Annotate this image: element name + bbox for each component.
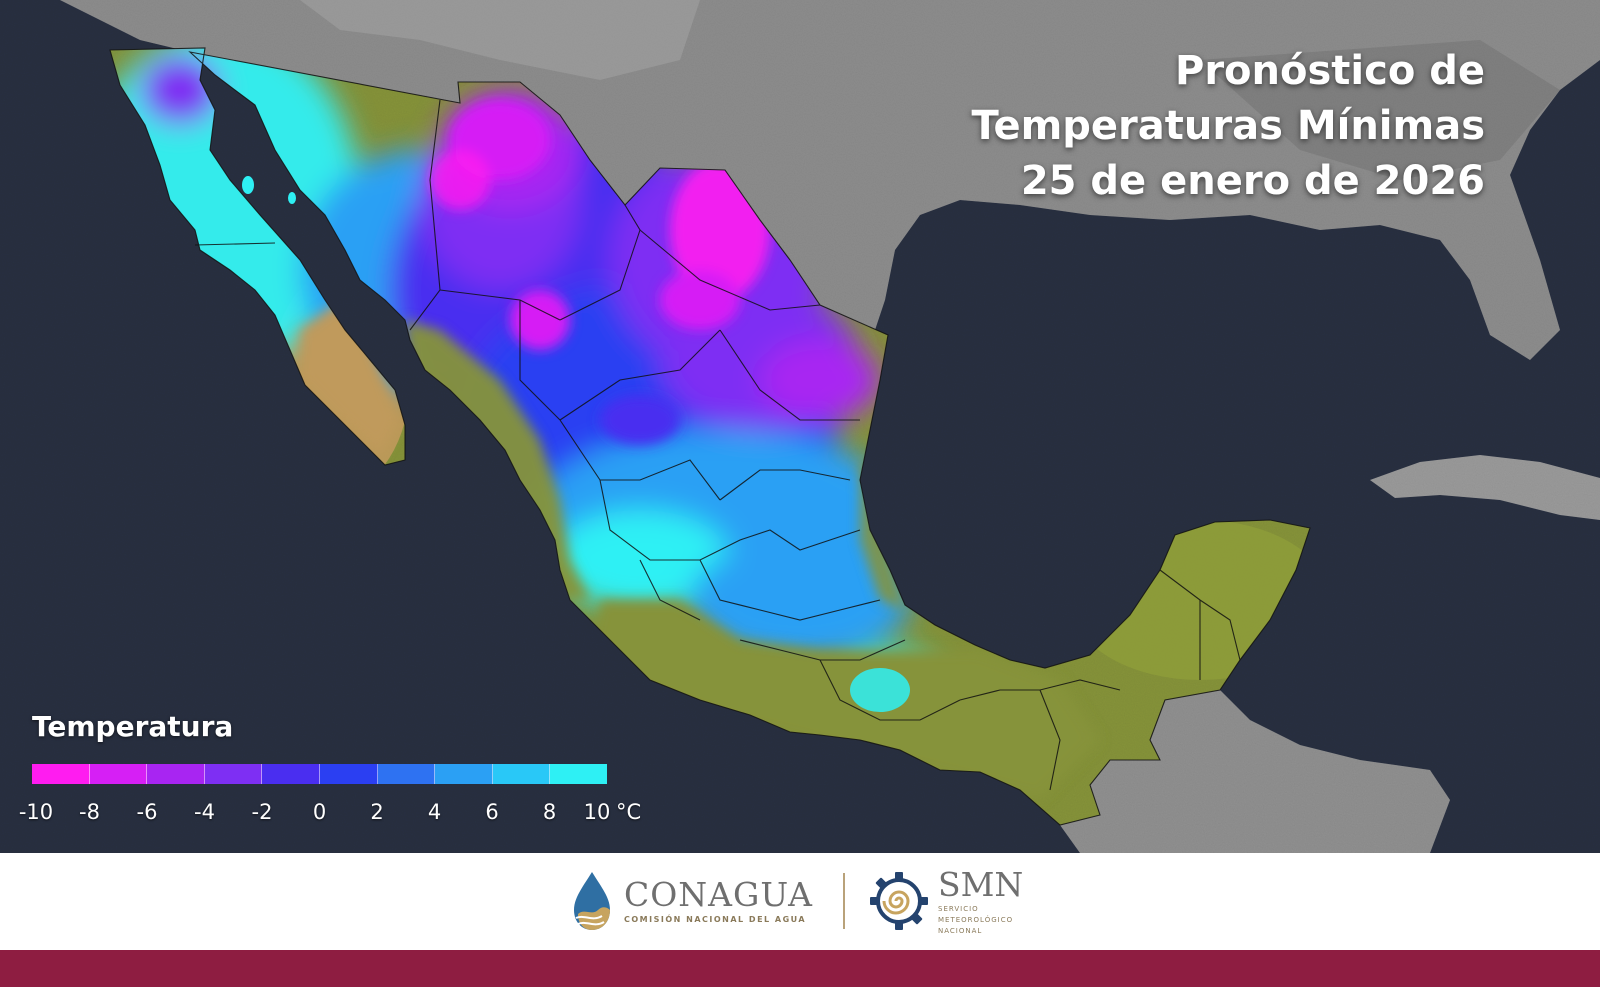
spiral-gear-icon [870, 872, 928, 930]
title-line-2: Temperaturas Mínimas [971, 103, 1486, 149]
legend-swatch [204, 764, 263, 784]
legend-tick-label: -2 [251, 800, 273, 824]
legend-swatch [89, 764, 148, 784]
legend-unit: °C [616, 800, 642, 824]
islands [242, 176, 296, 204]
brand-bar [0, 950, 1600, 987]
legend-tick-label: 0 [312, 800, 327, 824]
legend-swatch [319, 764, 378, 784]
legend-swatch [550, 764, 607, 784]
conagua-logo: CONAGUA COMISIÓN NACIONAL DEL AGUA [568, 863, 813, 939]
title-line-3: 25 de enero de 2026 [1020, 158, 1485, 204]
legend-title: Temperatura [32, 710, 234, 743]
legend-tick-label: 10 [583, 800, 611, 824]
legend-swatch [32, 764, 90, 784]
conagua-subtitle: COMISIÓN NACIONAL DEL AGUA [624, 915, 807, 924]
legend-color-bar [32, 764, 607, 784]
legend-ticks: -10 -8 -6 -4 -2 0 2 4 6 8 10 [0, 800, 700, 826]
central-america-landmass [1060, 690, 1450, 853]
legend-swatch [377, 764, 436, 784]
map-title: Pronóstico de Temperaturas Mínimas 25 de… [972, 44, 1486, 209]
legend-tick-label: 8 [542, 800, 557, 824]
cuba-landmass [1370, 455, 1600, 520]
legend-tick-label: 6 [485, 800, 499, 824]
legend-swatch [492, 764, 551, 784]
state-borders [109, 47, 1311, 826]
smn-sub-1: SERVICIO [938, 904, 979, 913]
legend-tick-label: 2 [370, 800, 384, 824]
smn-sub-2: METEOROLÓGICO [938, 915, 1014, 924]
mexico-temperature-map [0, 0, 1600, 853]
legend-tick-label: 4 [427, 800, 442, 824]
smn-name: SMN [938, 864, 1024, 904]
smn-sub-3: NACIONAL [938, 926, 983, 935]
title-line-1: Pronóstico de [1175, 48, 1485, 94]
logo-divider [843, 873, 845, 929]
legend-tick-label: -8 [79, 800, 100, 824]
conagua-name: CONAGUA [624, 875, 813, 914]
smn-logo: SMN SERVICIO METEOROLÓGICO NACIONAL [868, 863, 1023, 939]
legend-swatch [147, 764, 205, 784]
legend-swatch [435, 764, 493, 784]
forecast-map: Pronóstico de Temperaturas Mínimas 25 de… [0, 0, 1600, 853]
legend-tick-label: -10 [18, 800, 54, 824]
legend-tick-label: -6 [136, 800, 158, 824]
water-drop-wave-icon [574, 872, 610, 930]
legend-tick-label: -4 [194, 800, 215, 824]
footer: CONAGUA COMISIÓN NACIONAL DEL AGUA SMN S… [0, 853, 1600, 950]
usa-landmass [60, 0, 1600, 360]
legend-swatch [262, 764, 320, 784]
